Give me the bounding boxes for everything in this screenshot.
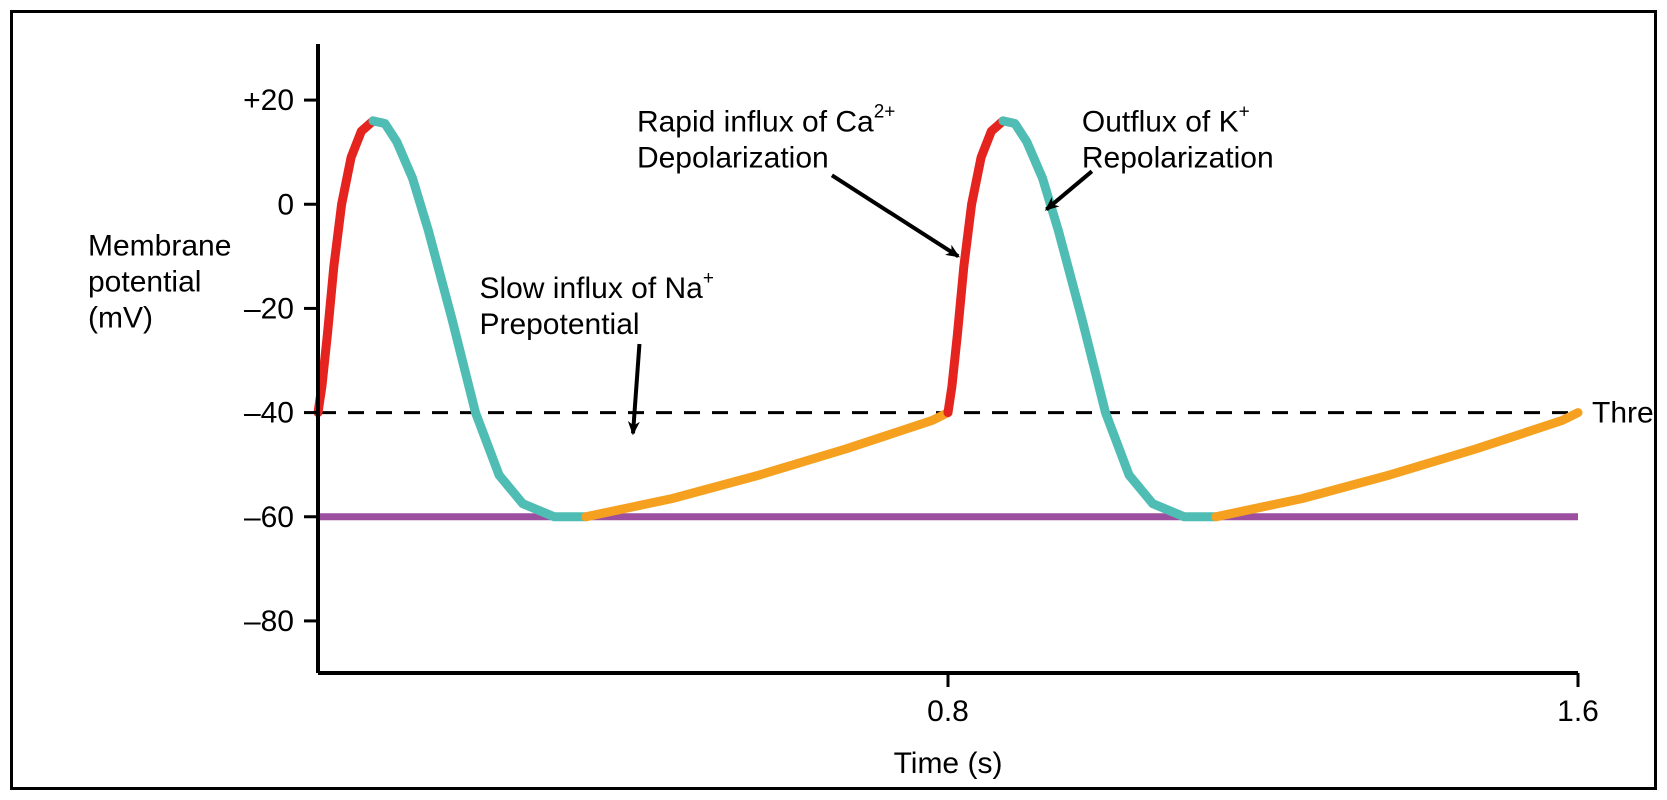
annotation-prepotential: Slow influx of Na+: [479, 268, 714, 305]
y-tick-label: –80: [244, 605, 294, 638]
x-tick-label: 0.8: [927, 695, 969, 728]
membrane-potential-chart: –80 –60 –40 –20 0 +20 0.8 1.6 Time (s) Membranepo…: [13, 13, 1654, 787]
y-tick-label: +20: [243, 84, 294, 117]
y-tick-label: –40: [244, 397, 294, 430]
y-axis-label: (mV): [88, 302, 153, 335]
prepotential-segment: [586, 413, 948, 517]
annotation-arrow: [1046, 171, 1091, 209]
annotation-repolarization: Repolarization: [1082, 141, 1274, 174]
y-tick-label: 0: [277, 188, 294, 221]
annotation-depolarization: Depolarization: [637, 141, 829, 174]
annotation-arrow: [832, 175, 958, 256]
annotation-repolarization: Outflux of K+: [1082, 101, 1250, 138]
y-tick-label: –60: [244, 501, 294, 534]
x-tick-label: 1.6: [1557, 695, 1599, 728]
repolarization-segment: [1003, 121, 1216, 517]
prepotential-segment: [1216, 413, 1578, 517]
chart-frame: –80 –60 –40 –20 0 +20 0.8 1.6 Time (s) Membranepo…: [10, 10, 1657, 790]
y-tick-label: –20: [244, 292, 294, 325]
x-axis-label: Time (s): [894, 747, 1003, 780]
annotation-arrow: [633, 344, 639, 433]
annotation-depolarization: Rapid influx of Ca2+: [637, 101, 895, 138]
y-axis-label: potential: [88, 266, 201, 299]
depolarization-segment: [318, 121, 373, 413]
threshold-label: Threshold: [1592, 397, 1654, 430]
y-axis-label: Membrane: [88, 230, 231, 263]
annotation-prepotential: Prepotential: [479, 308, 639, 341]
depolarization-segment: [948, 121, 1003, 413]
